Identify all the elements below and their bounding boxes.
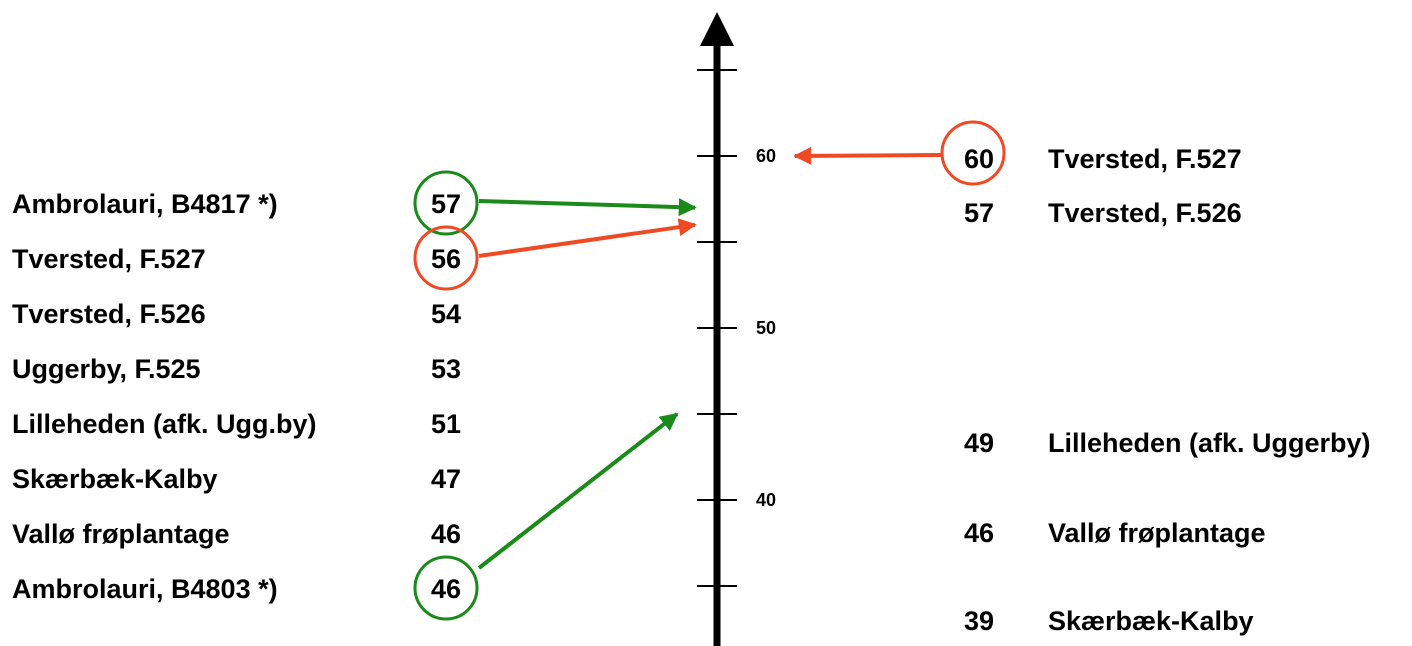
left-row-value: 57 (431, 189, 461, 219)
left-row-name: Tversted, F.527 (12, 244, 206, 274)
axis-tick-label: 60 (756, 146, 776, 166)
left-row-value: 51 (431, 409, 461, 439)
left-highlight-circle (413, 225, 479, 291)
right-row-name: Tversted, F.527 (1048, 144, 1242, 174)
left-row-value: 56 (431, 244, 461, 274)
axis-arrow-up-icon (700, 12, 734, 46)
left-highlight-circle (413, 170, 479, 236)
axis-tick-label: 40 (756, 490, 776, 510)
right-connector-arrow (793, 146, 942, 165)
right-list-row: 46 Vallø frøplantage (964, 518, 1266, 548)
right-row-value: 46 (964, 518, 994, 548)
right-row-name: Vallø frøplantage (1048, 518, 1266, 548)
axis-tick-label: 50 (756, 318, 776, 338)
left-row-name: Ambrolauri, B4803 *) (12, 574, 278, 604)
right-row-name: Skærbæk-Kalby (1048, 606, 1254, 636)
left-row-name: Uggerby, F.525 (12, 354, 201, 384)
right-list: 60 Tversted, F.527 57 Tversted, F.526 49 Lill… (964, 144, 1371, 636)
right-row-value: 60 (964, 144, 994, 174)
left-connector-arrow (478, 218, 697, 258)
left-row-value: 46 (431, 574, 461, 604)
left-row-name: Skærbæk-Kalby (12, 464, 218, 494)
left-list-row: Ambrolauri, B4803 *) 46 (12, 574, 461, 604)
left-connector-arrow (477, 412, 679, 570)
left-list-row: Lilleheden (afk. Ugg.by) 51 (12, 409, 461, 439)
left-row-name: Ambrolauri, B4817 *) (12, 189, 278, 219)
left-list-row: Uggerby, F.525 53 (12, 354, 461, 384)
right-list-row: 60 Tversted, F.527 (964, 144, 1242, 174)
left-row-name: Vallø frøplantage (12, 519, 230, 549)
right-row-name: Lilleheden (afk. Uggerby) (1048, 428, 1371, 458)
vertical-axis: 60 50 40 (697, 12, 776, 646)
right-list-row: 39 Skærbæk-Kalby (964, 606, 1254, 636)
left-row-value: 53 (431, 354, 461, 384)
left-row-name: Tversted, F.526 (12, 299, 206, 329)
left-connector-arrow (478, 198, 697, 217)
left-list-row: Tversted, F.526 54 (12, 299, 461, 329)
right-row-value: 57 (964, 198, 994, 228)
left-highlight-circle (413, 555, 479, 621)
left-list-row: Skærbæk-Kalby 47 (12, 464, 461, 494)
left-row-value: 47 (431, 464, 461, 494)
right-row-value: 39 (964, 606, 994, 636)
right-row-name: Tversted, F.526 (1048, 198, 1242, 228)
left-row-value: 46 (431, 519, 461, 549)
right-list-row: 49 Lilleheden (afk. Uggerby) (964, 428, 1371, 458)
left-list-row: Vallø frøplantage 46 (12, 519, 461, 549)
left-row-value: 54 (431, 299, 461, 329)
right-row-value: 49 (964, 428, 994, 458)
right-list-row: 57 Tversted, F.526 (964, 198, 1242, 228)
left-list-row: Tversted, F.527 56 (12, 244, 461, 274)
connectors (413, 120, 1006, 621)
left-row-name: Lilleheden (afk. Ugg.by) (12, 409, 317, 439)
right-highlight-circle (940, 120, 1006, 186)
left-list-row: Ambrolauri, B4817 *) 57 (12, 189, 461, 219)
